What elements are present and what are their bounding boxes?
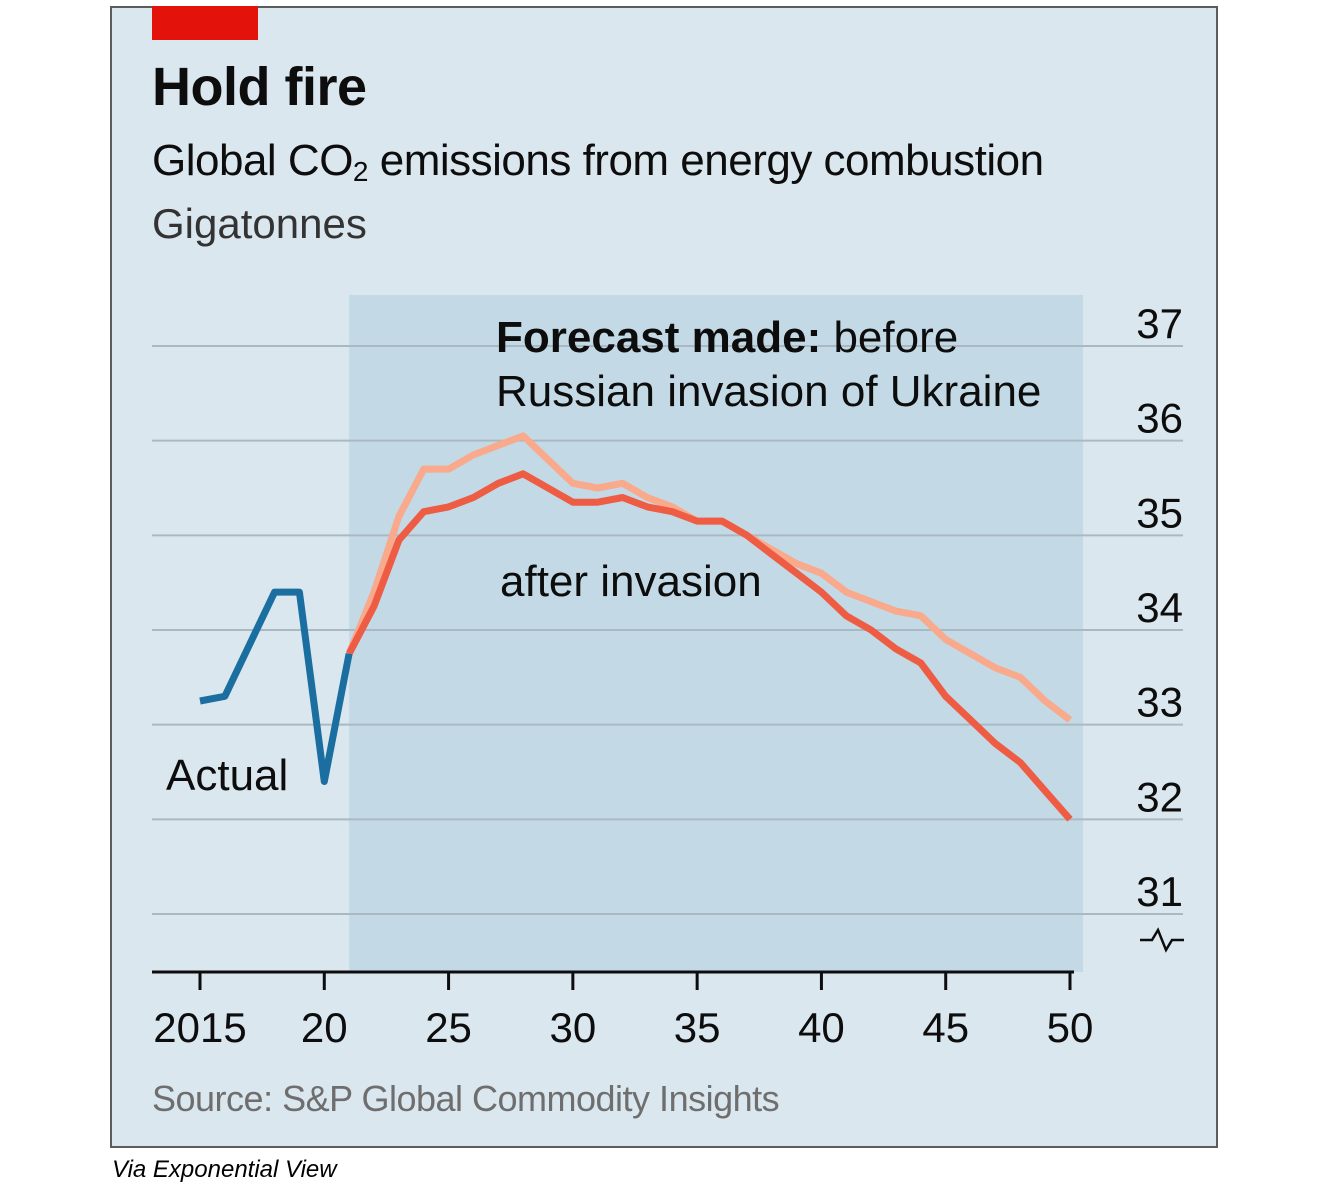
y-tick-label-33: 33 xyxy=(1136,679,1183,726)
forecast-label: Forecast made: before xyxy=(496,313,958,362)
after-invasion-label: after invasion xyxy=(500,557,762,606)
forecast-label-bold: Forecast made: xyxy=(496,313,821,362)
chart-subtitle: Global CO2 emissions from energy combust… xyxy=(152,136,1044,188)
x-tick-label-2040: 40 xyxy=(798,1004,845,1051)
forecast-label-backdrop xyxy=(472,315,958,425)
series-after-invasion-line xyxy=(346,470,1073,822)
x-tick-label-2045: 45 xyxy=(922,1004,969,1051)
forecast-label-line2: Russian invasion of Ukraine xyxy=(496,367,1041,416)
x-tick-label-2020: 20 xyxy=(301,1004,348,1051)
subtitle-subscript: 2 xyxy=(352,156,369,187)
y-tick-label-35: 35 xyxy=(1136,489,1183,536)
forecast-label-rest: before xyxy=(821,313,958,362)
x-tick-label-2030: 30 xyxy=(549,1004,596,1051)
x-tick-label-2025: 25 xyxy=(425,1004,472,1051)
y-tick-label-32: 32 xyxy=(1136,773,1183,820)
red-accent-tab xyxy=(152,6,258,40)
unit-label: Gigatonnes xyxy=(152,200,367,247)
y-tick-label-31: 31 xyxy=(1136,868,1183,915)
x-tick-label-2035: 35 xyxy=(674,1004,721,1051)
credit-note: Via Exponential View xyxy=(112,1156,337,1183)
x-tick-label-2015: 2015 xyxy=(153,1004,246,1051)
y-tick-label-37: 37 xyxy=(1136,300,1183,347)
x-tick-label-2050: 50 xyxy=(1047,1004,1094,1051)
y-tick-label-36: 36 xyxy=(1136,395,1183,442)
source-note: Source: S&P Global Commodity Insights xyxy=(152,1078,780,1119)
subtitle-main: Global CO xyxy=(152,136,353,185)
chart-title: Hold fire xyxy=(152,57,367,117)
actual-label: Actual xyxy=(166,751,288,800)
subtitle-rest: emissions from energy combustion xyxy=(368,136,1044,185)
axis-break-icon xyxy=(1140,927,1184,953)
series-actual-line xyxy=(199,588,353,785)
y-tick-label-34: 34 xyxy=(1136,584,1183,631)
